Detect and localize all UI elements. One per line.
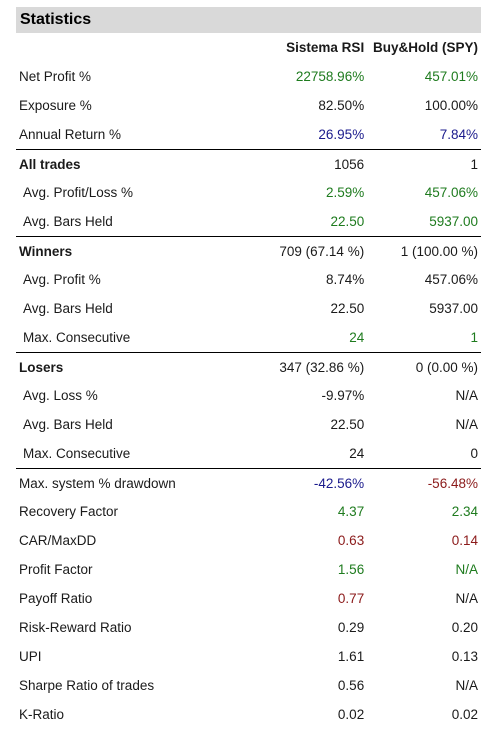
stat-value-buy-and-hold: N/A xyxy=(455,591,478,606)
stat-value-sistema-rsi: 4.37 xyxy=(337,504,365,519)
stat-label: Avg. Profit % xyxy=(23,272,101,287)
stat-value-sistema-rsi: 26.95% xyxy=(318,127,365,142)
stat-value-buy-and-hold: 1 xyxy=(470,330,478,345)
stat-label: Avg. Bars Held xyxy=(23,214,113,229)
stat-label: Avg. Bars Held xyxy=(23,301,113,316)
stat-value-buy-and-hold: 0 (0.00 %) xyxy=(415,359,478,375)
stat-row: Exposure % 82.50% 100.00% xyxy=(16,91,481,120)
stat-row: Losers 347 (32.86 %) 0 (0.00 %) xyxy=(16,352,481,381)
stat-label: Net Profit % xyxy=(19,69,92,84)
stat-row: Payoff Ratio 0.77 N/A xyxy=(16,584,481,613)
stat-row: All trades 1056 1 xyxy=(16,149,481,178)
stat-value-buy-and-hold: 2.34 xyxy=(451,504,478,519)
stat-row: Avg. Profit/Loss % 2.59% 457.06% xyxy=(16,178,481,207)
stat-value-sistema-rsi: 0.29 xyxy=(337,620,365,635)
stat-value-sistema-rsi: 22.50 xyxy=(330,214,365,229)
stat-value-buy-and-hold: 0.13 xyxy=(451,649,478,664)
stat-value-sistema-rsi: 8.74% xyxy=(325,272,365,287)
statistics-title: Statistics xyxy=(16,7,481,33)
stat-value-buy-and-hold: 0.20 xyxy=(451,620,478,635)
stat-value-buy-and-hold: 457.06% xyxy=(424,185,478,200)
column-header-row: Sistema RSI Buy&Hold (SPY) xyxy=(16,33,481,62)
stat-label: Exposure % xyxy=(19,98,92,113)
header-buy-and-hold: Buy&Hold (SPY) xyxy=(372,40,478,55)
stat-value-buy-and-hold: N/A xyxy=(455,678,478,693)
stat-value-buy-and-hold: -56.48% xyxy=(427,475,478,491)
stat-value-sistema-rsi: 22.50 xyxy=(330,417,365,432)
stat-row: Winners 709 (67.14 %) 1 (100.00 %) xyxy=(16,236,481,265)
stat-value-sistema-rsi: 0.02 xyxy=(337,707,365,722)
stat-value-sistema-rsi: 22758.96% xyxy=(295,69,365,84)
stat-value-sistema-rsi: 1056 xyxy=(334,156,365,172)
stat-row: UPI 1.61 0.13 xyxy=(16,642,481,671)
stat-label: Payoff Ratio xyxy=(19,591,93,606)
stat-value-buy-and-hold: N/A xyxy=(455,417,478,432)
stat-value-sistema-rsi: 0.63 xyxy=(337,533,365,548)
stat-row: K-Ratio 0.02 0.02 xyxy=(16,700,481,729)
stat-label: Avg. Bars Held xyxy=(23,417,113,432)
stat-row: Avg. Bars Held 22.50 5937.00 xyxy=(16,207,481,236)
stat-value-sistema-rsi: 2.59% xyxy=(325,185,365,200)
stat-row: Profit Factor 1.56 N/A xyxy=(16,555,481,584)
stat-value-sistema-rsi: 24 xyxy=(349,330,365,345)
stat-label: Recovery Factor xyxy=(19,504,119,519)
stat-value-buy-and-hold: 457.01% xyxy=(424,69,478,84)
stat-value-sistema-rsi: 82.50% xyxy=(318,98,365,113)
stat-value-buy-and-hold: N/A xyxy=(455,562,478,577)
stat-value-buy-and-hold: 7.84% xyxy=(439,127,478,142)
stat-value-buy-and-hold: 100.00% xyxy=(424,98,478,113)
statistics-panel: Statistics Sistema RSI Buy&Hold (SPY) Ne… xyxy=(16,7,481,729)
stat-row: Avg. Loss % -9.97% N/A xyxy=(16,381,481,410)
stat-label: Losers xyxy=(19,359,64,375)
stat-label: CAR/MaxDD xyxy=(19,533,97,548)
stat-value-sistema-rsi: -42.56% xyxy=(313,475,365,491)
stat-value-buy-and-hold: 5937.00 xyxy=(429,214,478,229)
stat-value-buy-and-hold: 0 xyxy=(470,446,478,461)
stat-value-sistema-rsi: 0.56 xyxy=(337,678,365,693)
stat-label: All trades xyxy=(19,156,81,172)
stat-value-buy-and-hold: 1 (100.00 %) xyxy=(400,243,478,259)
statistics-table-body: Net Profit % 22758.96% 457.01% Exposure % 82… xyxy=(16,62,481,729)
stat-value-buy-and-hold: 0.02 xyxy=(451,707,478,722)
stat-value-sistema-rsi: 1.61 xyxy=(337,649,365,664)
stat-label: Max. system % drawdown xyxy=(19,475,176,491)
stat-value-buy-and-hold: 5937.00 xyxy=(429,301,478,316)
stat-value-sistema-rsi: 709 (67.14 %) xyxy=(279,243,365,259)
stat-label: Risk-Reward Ratio xyxy=(19,620,132,635)
header-sistema-rsi: Sistema RSI xyxy=(286,40,365,55)
stat-label: K-Ratio xyxy=(19,707,65,722)
stat-row: Annual Return % 26.95% 7.84% xyxy=(16,120,481,149)
stat-row: Avg. Bars Held 22.50 5937.00 xyxy=(16,294,481,323)
stat-label: Sharpe Ratio of trades xyxy=(19,678,155,693)
stat-label: Profit Factor xyxy=(19,562,93,577)
stat-label: Winners xyxy=(19,243,73,259)
stat-value-sistema-rsi: 22.50 xyxy=(330,301,365,316)
stat-value-sistema-rsi: 347 (32.86 %) xyxy=(279,359,365,375)
stat-row: Risk-Reward Ratio 0.29 0.20 xyxy=(16,613,481,642)
stat-value-sistema-rsi: -9.97% xyxy=(321,388,365,403)
stat-row: Max. system % drawdown -42.56% -56.48% xyxy=(16,468,481,497)
stat-label: Avg. Loss % xyxy=(23,388,98,403)
stat-label: Max. Consecutive xyxy=(23,446,131,461)
stat-row: Max. Consecutive 24 0 xyxy=(16,439,481,468)
stat-value-sistema-rsi: 0.77 xyxy=(337,591,365,606)
stat-row: Sharpe Ratio of trades 0.56 N/A xyxy=(16,671,481,700)
stat-label: Avg. Profit/Loss % xyxy=(23,185,134,200)
stat-value-sistema-rsi: 24 xyxy=(349,446,365,461)
stat-value-sistema-rsi: 1.56 xyxy=(337,562,365,577)
stat-row: Net Profit % 22758.96% 457.01% xyxy=(16,62,481,91)
stat-row: Recovery Factor 4.37 2.34 xyxy=(16,497,481,526)
stat-label: Annual Return % xyxy=(19,127,122,142)
stat-value-buy-and-hold: N/A xyxy=(455,388,478,403)
stat-label: Max. Consecutive xyxy=(23,330,131,345)
stat-value-buy-and-hold: 0.14 xyxy=(451,533,478,548)
stat-label: UPI xyxy=(19,649,42,664)
stat-value-buy-and-hold: 457.06% xyxy=(424,272,478,287)
stat-value-buy-and-hold: 1 xyxy=(470,156,478,172)
stat-row: Avg. Profit % 8.74% 457.06% xyxy=(16,265,481,294)
stat-row: Max. Consecutive 24 1 xyxy=(16,323,481,352)
stat-row: CAR/MaxDD 0.63 0.14 xyxy=(16,526,481,555)
stat-row: Avg. Bars Held 22.50 N/A xyxy=(16,410,481,439)
